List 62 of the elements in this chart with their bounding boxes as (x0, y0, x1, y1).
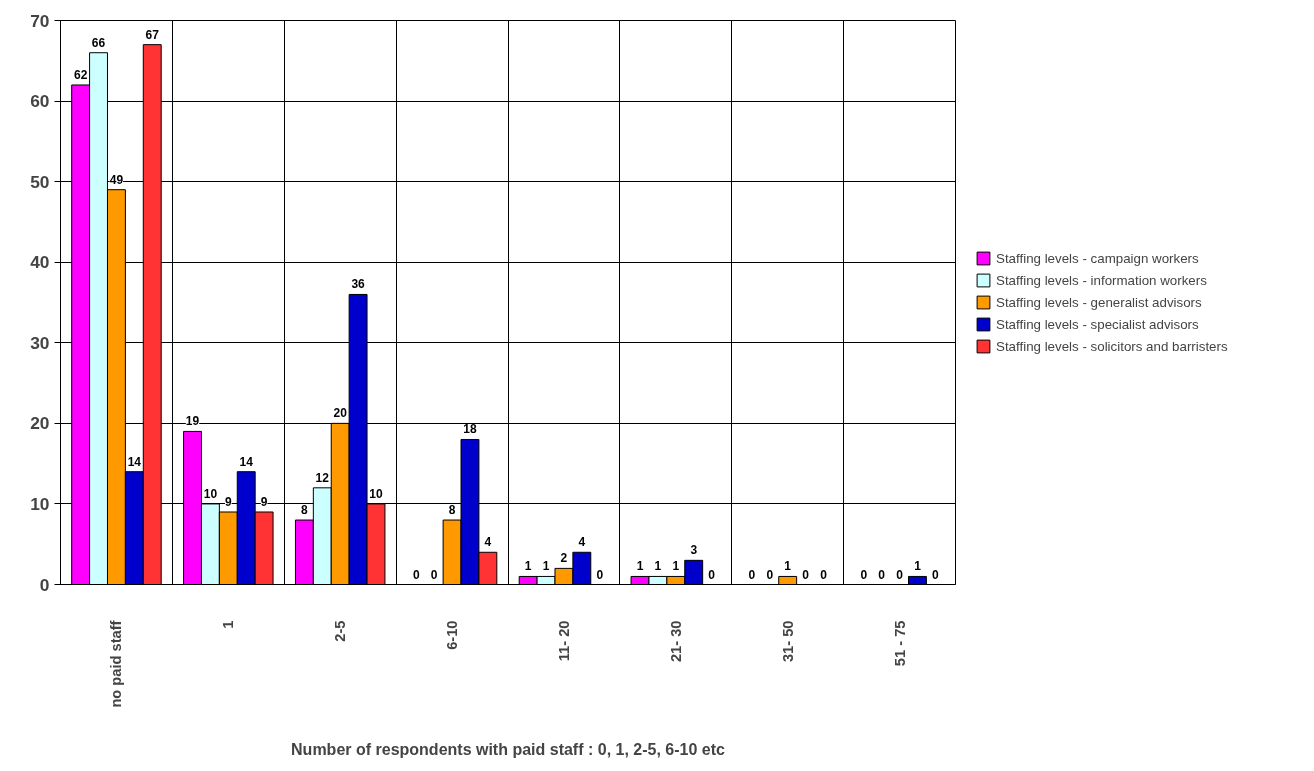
y-tick-label: 50 (30, 171, 50, 192)
x-tick-label: 31- 50 (779, 620, 796, 663)
data-label: 1 (654, 559, 662, 574)
data-label: 67 (145, 27, 160, 42)
data-label: 1 (636, 559, 644, 574)
y-tick-label: 0 (39, 574, 50, 595)
data-label: 2 (560, 551, 568, 566)
data-label: 66 (91, 35, 106, 50)
data-label: 8 (301, 503, 309, 518)
data-label: 0 (766, 567, 774, 582)
y-tick-label: 40 (30, 252, 50, 273)
data-label: 36 (351, 277, 366, 292)
y-tick-label: 10 (30, 493, 50, 514)
y-tick-label: 70 (30, 10, 50, 31)
data-label: 0 (878, 567, 886, 582)
data-label: 14 (127, 454, 142, 469)
x-tick-label: 11- 20 (555, 620, 572, 662)
x-tick-label: 1 (220, 620, 237, 629)
data-label: 1 (524, 559, 532, 574)
x-tick-label: 51 - 75 (891, 620, 908, 667)
x-tick-label: 21- 30 (667, 620, 684, 663)
data-label: 0 (748, 567, 756, 582)
data-label: 9 (224, 494, 232, 509)
y-tick-label: 20 (30, 413, 50, 434)
data-label: 14 (239, 454, 254, 469)
data-label: 19 (185, 414, 200, 429)
data-label: 8 (448, 503, 456, 518)
data-label: 0 (932, 567, 940, 582)
data-label: 20 (333, 406, 348, 421)
data-label: 62 (73, 67, 88, 82)
data-label: 1 (672, 559, 680, 574)
data-label: 0 (802, 567, 810, 582)
data-label: 10 (369, 486, 383, 501)
data-label: 4 (484, 535, 492, 550)
legend-label: Staffing levels - generalist advisors (996, 294, 1202, 310)
data-label: 1 (784, 559, 792, 574)
data-label: 9 (260, 494, 268, 509)
data-label: 0 (860, 567, 868, 582)
x-axis-title: Number of respondents with paid staff : 0, 1, 2-5, 6-10 etc (291, 740, 726, 758)
y-tick-label: 60 (30, 91, 50, 112)
data-label: 0 (430, 567, 438, 582)
x-tick-label: 6-10 (444, 620, 461, 650)
x-tick-label: 2-5 (332, 620, 349, 642)
data-label: 0 (596, 567, 604, 582)
data-label: 1 (542, 559, 550, 574)
x-tick-label: no paid staff (108, 620, 125, 708)
data-label: 18 (463, 422, 477, 437)
data-label: 0 (708, 567, 716, 582)
data-label: 0 (896, 567, 904, 582)
data-label: 4 (578, 535, 586, 550)
legend-label: Staffing levels - solicitors and barristers (996, 338, 1228, 354)
data-label: 1 (914, 559, 922, 574)
data-label: 49 (109, 172, 124, 187)
data-label: 12 (315, 470, 330, 485)
data-label: 10 (203, 486, 218, 501)
legend-label: Staffing levels - specialist advisors (996, 316, 1199, 332)
legend-label: Staffing levels - information workers (996, 272, 1207, 288)
data-label: 3 (690, 543, 698, 558)
data-label: 0 (820, 567, 828, 582)
legend-label: Staffing levels - campaign workers (996, 250, 1199, 266)
data-label: 0 (412, 567, 420, 582)
y-tick-label: 30 (30, 332, 50, 353)
